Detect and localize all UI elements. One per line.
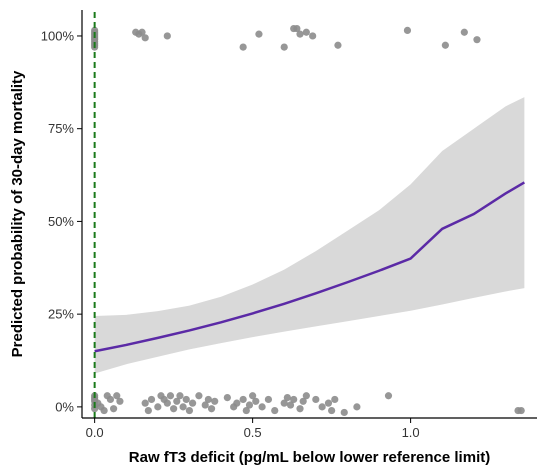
data-point-survived (110, 405, 118, 413)
data-point-survived (204, 395, 212, 404)
x-tick-label: 0.0 (86, 425, 104, 440)
data-point-died (293, 24, 301, 33)
data-point-survived (166, 392, 175, 400)
data-point-survived (302, 392, 310, 400)
data-point-survived (340, 408, 348, 417)
data-point-survived (144, 406, 152, 415)
data-point-survived (116, 397, 124, 405)
data-point-survived (188, 399, 197, 407)
points-layer (91, 24, 525, 417)
data-point-survived (296, 405, 304, 413)
axes-layer: 0% 25% 50% 75% 100% 0.0 0.5 1.0 (41, 10, 537, 440)
data-point-survived (154, 403, 162, 411)
data-point-survived (286, 401, 295, 409)
data-point-survived (299, 397, 307, 405)
data-point-survived (113, 392, 121, 400)
data-point-survived (384, 392, 393, 400)
data-point-survived (239, 395, 247, 404)
data-point-died (138, 28, 146, 36)
data-point-died (441, 41, 449, 49)
data-point-survived (245, 401, 254, 409)
data-point-survived (100, 406, 108, 415)
data-point-survived (233, 399, 241, 407)
data-point-survived (141, 399, 149, 407)
data-point-died (255, 30, 263, 38)
data-point-survived (264, 395, 273, 404)
data-point-died (460, 28, 468, 36)
data-point-survived (283, 394, 291, 402)
y-tick-label: 75% (48, 121, 74, 136)
data-point-survived (163, 399, 171, 407)
y-tick-label: 100% (41, 28, 75, 43)
confidence-band-layer (94, 97, 525, 374)
data-point-died (280, 43, 288, 51)
x-axis-title: Raw fT3 deficit (pg/mL below lower refer… (129, 449, 490, 466)
data-point-survived (242, 406, 250, 415)
data-point-survived (173, 397, 181, 405)
fit-line (94, 181, 525, 353)
data-point-survived (176, 392, 184, 400)
data-point-survived (517, 406, 525, 415)
confidence-band (94, 97, 525, 374)
data-point-died (334, 41, 342, 49)
data-point-survived (147, 395, 156, 404)
data-point-died (239, 43, 247, 51)
data-point-died (403, 26, 412, 34)
data-point-died (309, 32, 317, 40)
data-point-survived (182, 395, 190, 404)
data-point-survived (271, 406, 279, 415)
data-point-died (141, 34, 149, 42)
data-point-died (473, 36, 481, 44)
data-point-survived (223, 394, 231, 402)
y-tick-label: 25% (48, 307, 74, 322)
data-point-survived (252, 397, 260, 405)
data-point-survived (91, 405, 99, 413)
x-tick-label: 0.5 (244, 425, 262, 440)
y-tick-label: 0% (55, 399, 74, 414)
data-point-survived (318, 403, 326, 411)
data-point-survived (211, 397, 219, 405)
data-point-survived (179, 403, 187, 411)
data-point-survived (328, 406, 336, 415)
data-point-survived (258, 403, 266, 411)
data-point-survived (324, 399, 333, 407)
data-point-survived (353, 403, 361, 411)
data-point-survived (201, 401, 209, 409)
fit-line-layer (94, 181, 525, 353)
data-point-survived (106, 395, 115, 404)
y-tick-label: 50% (48, 214, 74, 229)
data-point-survived (331, 395, 339, 404)
data-point-survived (170, 405, 178, 413)
data-point-survived (185, 406, 194, 415)
data-point-died (302, 28, 310, 36)
data-point-survived (280, 399, 288, 407)
data-point-survived (290, 395, 298, 404)
y-axis-title: Predicted probability of 30-day mortalit… (9, 70, 26, 357)
data-point-survived (195, 392, 203, 400)
data-point-survived (207, 405, 216, 413)
data-point-survived (249, 392, 257, 400)
data-point-died (163, 32, 171, 40)
data-point-survived (312, 395, 320, 404)
x-tick-label: 1.0 (402, 425, 420, 440)
data-point-died (296, 30, 304, 38)
